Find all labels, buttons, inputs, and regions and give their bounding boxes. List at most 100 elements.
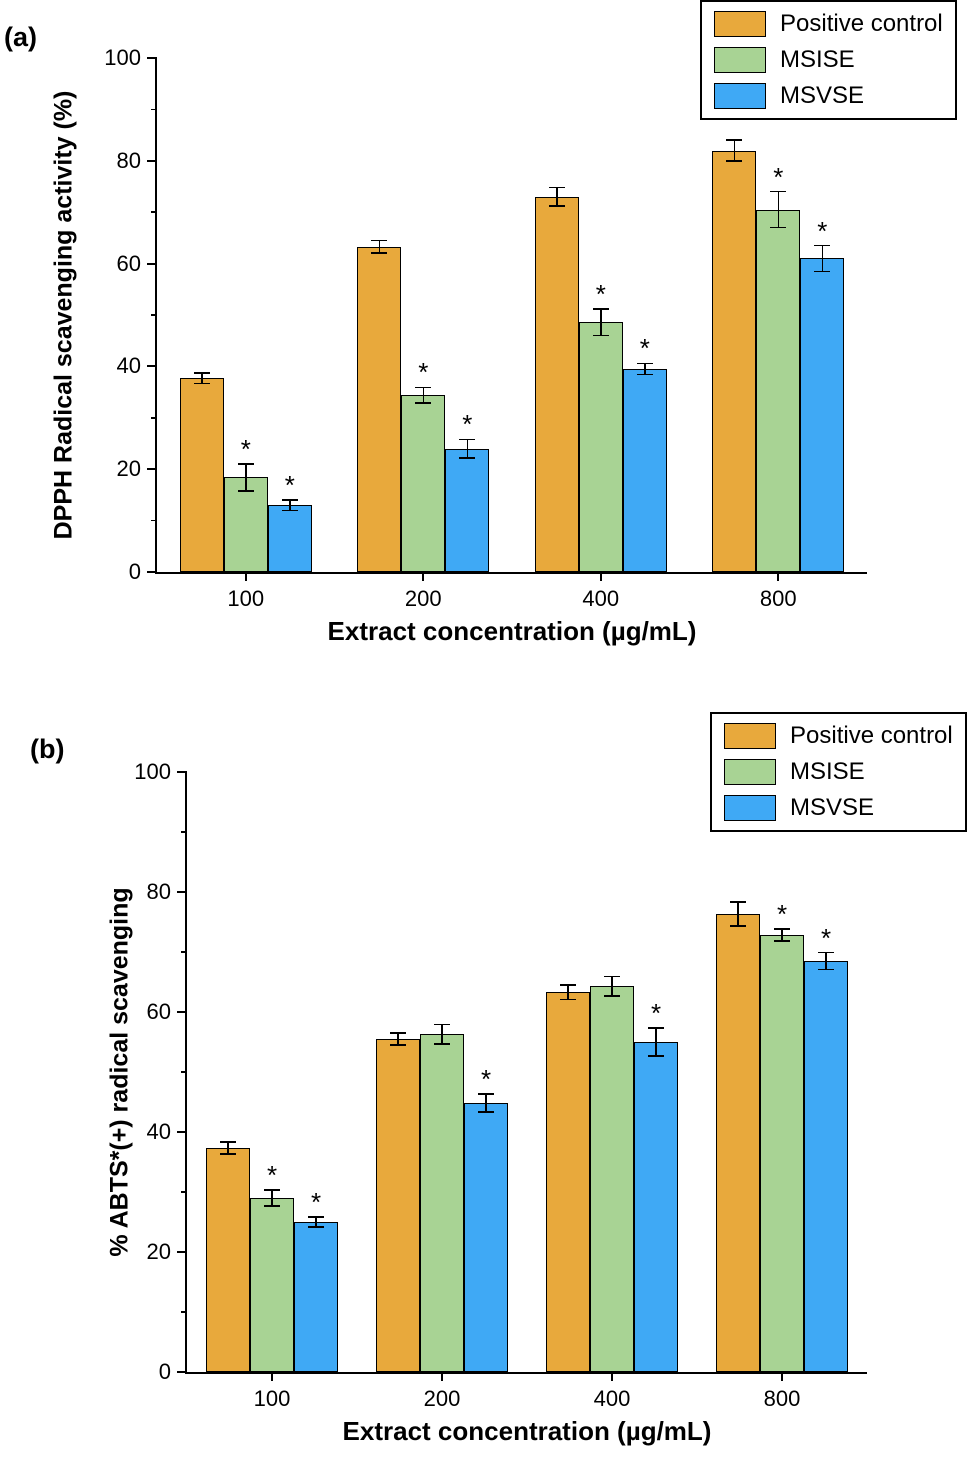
legend-item-msise: MSISE (714, 46, 943, 74)
y-major-tick (177, 1371, 187, 1373)
bar-msise (420, 1034, 464, 1372)
error-bar-cap (220, 1141, 236, 1143)
y-minor-tick (151, 211, 157, 213)
abts-y-axis-label: % ABTS*(+) radical scavenging (105, 887, 134, 1257)
bar-msise (578, 322, 623, 572)
error-bar (644, 363, 646, 375)
legend-swatch-msise (714, 47, 766, 73)
dpph-x-axis-label: Extract concentration (µg/mL) (327, 616, 697, 646)
abts-x-axis-label: Extract concentration (µg/mL) (342, 1416, 712, 1446)
bar-positive-control (712, 150, 757, 572)
error-bar (201, 373, 203, 384)
error-bar-cap (726, 160, 743, 162)
error-bar-cap (264, 1189, 280, 1191)
x-tick (781, 1372, 783, 1381)
bar-msise (223, 477, 268, 572)
error-bar (655, 1028, 657, 1056)
error-bar (825, 952, 827, 970)
legend-item-msvse: MSVSE (714, 82, 943, 110)
error-bar-cap (237, 463, 254, 465)
error-bar (556, 187, 558, 207)
significance-asterisk: * (284, 470, 295, 501)
legend-label: Positive control (780, 10, 943, 37)
error-bar (441, 1024, 443, 1044)
error-bar-cap (308, 1216, 324, 1218)
error-bar-cap (548, 186, 565, 189)
error-bar (422, 387, 424, 403)
dpph-chart-panel: (a) DPPH Radical scavenging activity (%)… (0, 0, 975, 700)
y-minor-tick (151, 314, 157, 316)
x-tick (611, 1372, 613, 1381)
significance-asterisk: * (595, 278, 606, 309)
legend-item-msise: MSISE (724, 758, 953, 786)
error-bar-cap (730, 925, 746, 927)
error-bar-cap (548, 205, 565, 207)
bar-msvse (800, 258, 845, 572)
y-minor-tick (181, 1191, 187, 1193)
bar-msvse (267, 505, 312, 572)
bar-msise (590, 986, 634, 1372)
significance-asterisk: * (480, 1064, 492, 1095)
x-tick (599, 572, 602, 581)
y-major-tick (177, 1011, 187, 1013)
y-tick-label: 40 (116, 353, 141, 379)
error-bar (271, 1190, 273, 1206)
error-bar (567, 985, 569, 1000)
bar-msvse (464, 1103, 508, 1372)
error-bar-cap (648, 1027, 664, 1029)
error-bar-cap (237, 490, 254, 492)
legend-swatch-positive-control (724, 723, 776, 749)
x-tick (244, 572, 247, 581)
error-bar-cap (592, 308, 609, 310)
dpph-plot-area: 0 20 40 60 80 100 100 * * 200 * * 400 * * 800 * * (104, 45, 867, 611)
error-bar-cap (774, 928, 790, 930)
bar-positive-control (357, 246, 402, 572)
error-bar-cap (459, 438, 476, 441)
error-bar-cap (592, 334, 609, 337)
significance-asterisk: * (462, 409, 473, 440)
x-tick (777, 572, 780, 581)
legend-label: MSVSE (790, 794, 875, 821)
bar-msvse (622, 368, 667, 572)
error-bar-cap (770, 190, 787, 193)
error-bar-cap (818, 968, 834, 971)
legend-label: MSVSE (780, 82, 865, 109)
y-minor-tick (181, 1311, 187, 1313)
error-bar (777, 191, 779, 228)
y-major-tick (147, 365, 157, 368)
y-major-tick (177, 1131, 187, 1133)
y-minor-tick (151, 108, 157, 111)
legend-label: MSISE (780, 46, 855, 73)
bar-positive-control (716, 914, 760, 1372)
x-tick-label: 200 (423, 1386, 461, 1411)
significance-asterisk: * (773, 161, 784, 192)
error-bar-cap (604, 995, 620, 997)
significance-asterisk: * (310, 1187, 322, 1218)
error-bar-cap (648, 1055, 664, 1057)
dpph-legend: Positive control MSISE MSVSE (700, 0, 957, 120)
bar-positive-control (376, 1039, 420, 1372)
y-major-tick (147, 159, 157, 162)
y-tick-label: 20 (116, 456, 141, 482)
y-tick-label: 0 (128, 559, 141, 584)
error-bar-cap (220, 1153, 236, 1155)
significance-asterisk: * (650, 998, 662, 1029)
error-bar-cap (390, 1032, 406, 1034)
error-bar-cap (770, 226, 787, 229)
significance-asterisk: * (817, 215, 828, 246)
error-bar-cap (818, 951, 834, 954)
y-tick-label: 100 (104, 45, 141, 70)
error-bar-cap (264, 1205, 280, 1207)
significance-asterisk: * (418, 357, 429, 388)
error-bar (245, 464, 247, 491)
x-tick-label: 400 (582, 586, 620, 611)
y-minor-tick (151, 417, 157, 419)
legend-item-msvse: MSVSE (724, 794, 953, 822)
error-bar-cap (371, 252, 388, 254)
y-major-tick (147, 571, 157, 573)
bar-positive-control (206, 1148, 250, 1372)
error-bar-cap (308, 1226, 324, 1228)
legend-label: MSISE (790, 758, 865, 785)
y-tick-label: 80 (146, 879, 171, 904)
